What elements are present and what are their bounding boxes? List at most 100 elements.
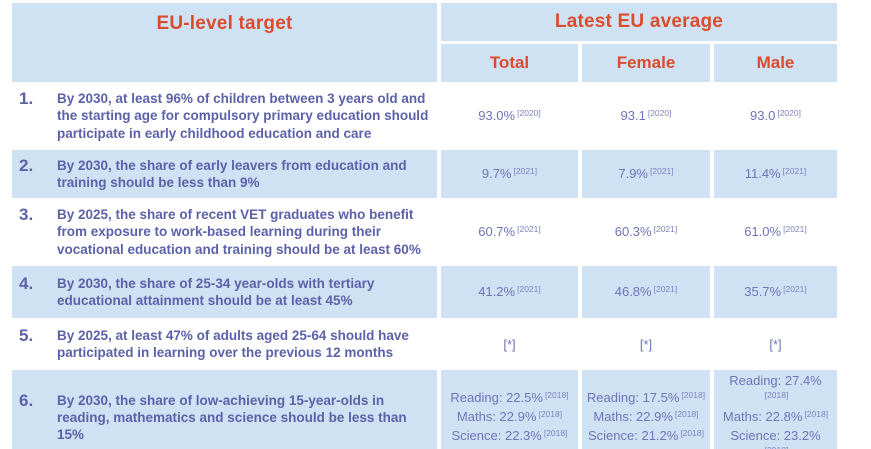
value: 93.1 [2020] xyxy=(586,107,706,126)
value-text: 93.1 xyxy=(620,107,646,123)
target-cell: 3. By 2025, the share of recent VET gradu… xyxy=(12,201,437,263)
value-text: 46.8% xyxy=(614,283,652,299)
year-note: [2021] xyxy=(653,223,678,234)
value-cell-male: 35.7% [2021] xyxy=(714,266,837,318)
value: Science: 23.2% [2018] xyxy=(718,427,833,449)
value-text: [*] xyxy=(503,336,516,352)
column-header-eu-level-target: EU-level target xyxy=(12,3,437,82)
row-number: 2. xyxy=(19,155,34,175)
value-cell-male: 11.4% [2021] xyxy=(714,150,837,198)
value-text: 9.7% xyxy=(481,165,512,181)
value: 61.0% [2021] xyxy=(718,223,833,242)
year-note: [2020] xyxy=(517,107,541,118)
value-text: 93.0 xyxy=(750,107,776,123)
value-text: 7.9% xyxy=(618,165,648,181)
value-text: Reading: 22.5% xyxy=(450,390,543,405)
table-row: 4. By 2030, the share of 25-34 year-olds … xyxy=(12,266,837,318)
value-text: 93.0% xyxy=(478,107,516,123)
target-cell: 4. By 2030, the share of 25-34 year-olds … xyxy=(12,266,437,318)
value-text: 60.3% xyxy=(614,223,652,239)
row-number: 3. xyxy=(19,205,34,225)
value-text: Maths: 22.9% xyxy=(593,409,673,424)
value: Reading: 27.4% [2018] xyxy=(718,372,833,408)
value-text: 11.4% xyxy=(744,165,781,181)
value-text: 35.7% xyxy=(744,283,782,299)
value-cell-total: 60.7% [2021] xyxy=(441,201,578,263)
year-note: [2021] xyxy=(513,165,538,176)
value-text: Science: 22.3% xyxy=(451,428,542,443)
table-row: 1. By 2030, at least 96% of children betw… xyxy=(12,85,837,147)
value-text: Maths: 22.9% xyxy=(456,409,537,424)
year-note: [2020] xyxy=(647,107,672,118)
value-cell-total: Reading: 22.5% [2018] Maths: 22.9% [2018] Sc… xyxy=(441,370,578,449)
value-text: Reading: 27.4% xyxy=(729,373,822,388)
target-text: By 2025, at least 47% of adults aged 25-… xyxy=(57,327,409,360)
value: Reading: 22.5% [2018] xyxy=(445,389,574,408)
value-text: Maths: 22.8% xyxy=(722,409,803,424)
value-text: Science: 23.2% xyxy=(730,428,821,443)
column-header-latest-eu-average: Latest EU average xyxy=(441,3,837,41)
value-text: Science: 21.2% xyxy=(588,428,679,443)
target-text: By 2030, the share of 25-34 year-olds wi… xyxy=(57,275,375,308)
year-note: [2018] xyxy=(680,428,704,438)
target-text: By 2030, at least 96% of children betwee… xyxy=(57,91,429,141)
row-number: 4. xyxy=(19,273,34,293)
column-header-male: Male xyxy=(714,44,837,82)
value-cell-total: 41.2% [2021] xyxy=(441,266,578,318)
value: 93.0 [2020] xyxy=(718,107,833,126)
value-text: [*] xyxy=(769,336,782,352)
year-note: [2018] xyxy=(543,428,568,438)
value-cell-female: Reading: 17.5% [2018] Maths: 22.9% [2018] Sc… xyxy=(582,370,710,449)
value-cell-male: [*] xyxy=(714,321,837,367)
value: 60.7% [2021] xyxy=(445,223,574,242)
table-row: 5. By 2025, at least 47% of adults aged 2… xyxy=(12,321,837,367)
column-header-total: Total xyxy=(441,44,578,82)
table-row: 3. By 2025, the share of recent VET gradu… xyxy=(12,201,837,263)
value-cell-female: 93.1 [2020] xyxy=(582,85,710,147)
table-row: 2. By 2030, the share of early leavers fr… xyxy=(12,150,837,198)
value-cell-male: 61.0% [2021] xyxy=(714,201,837,263)
year-note: [2021] xyxy=(783,223,807,234)
value-cell-male: Reading: 27.4%[2018] Maths: 22.8% [2018] Sc… xyxy=(714,370,837,449)
year-note: [2021] xyxy=(782,165,807,176)
value: 46.8% [2021] xyxy=(586,283,706,302)
value-text: [*] xyxy=(639,336,653,352)
header-row-top: EU-level target Latest EU average xyxy=(12,3,837,82)
value-cell-female: 46.8% [2021] xyxy=(582,266,710,318)
value: [*] xyxy=(718,336,833,353)
value: Maths: 22.9% [2018] xyxy=(445,408,574,427)
value-text: 41.2% xyxy=(478,283,516,299)
year-note: [2021] xyxy=(650,165,674,176)
target-cell: 2. By 2030, the share of early leavers fr… xyxy=(12,150,437,198)
year-note: [2018] xyxy=(674,409,699,419)
row-number: 5. xyxy=(19,325,34,345)
value: 93.0% [2020] xyxy=(445,107,574,126)
value-cell-female: [*] xyxy=(582,321,710,367)
value: 35.7% [2021] xyxy=(718,283,833,302)
value-text: 61.0% xyxy=(744,223,782,239)
value-text: 60.7% xyxy=(478,223,516,239)
value: 60.3% [2021] xyxy=(586,223,706,242)
value: [*] xyxy=(445,336,574,353)
row-number: 1. xyxy=(19,89,34,109)
target-text: By 2025, the share of recent VET graduat… xyxy=(57,207,421,257)
year-note: [2018] xyxy=(538,409,563,419)
value-cell-total: 93.0% [2020] xyxy=(441,85,578,147)
value: Reading: 17.5% [2018] xyxy=(586,389,706,408)
value: Maths: 22.8% [2018] xyxy=(718,408,833,427)
year-note: [2021] xyxy=(783,283,807,294)
value-text: Reading: 17.5% xyxy=(586,390,680,405)
year-note: [2021] xyxy=(653,283,678,294)
year-note: [2018] xyxy=(804,409,829,419)
value: Maths: 22.9% [2018] xyxy=(586,408,706,427)
value: Science: 22.3% [2018] xyxy=(445,427,574,446)
value: Science: 21.2% [2018] xyxy=(586,427,706,446)
value: 41.2% [2021] xyxy=(445,283,574,302)
year-note: [2020] xyxy=(777,107,801,118)
table-row: 6. By 2030, the share of low-achieving 15… xyxy=(12,370,837,449)
year-note: [2021] xyxy=(517,283,541,294)
row-number: 6. xyxy=(19,390,34,410)
value-cell-total: 9.7% [2021] xyxy=(441,150,578,198)
eu-targets-table: EU-level target Latest EU average Total F… xyxy=(8,0,841,449)
